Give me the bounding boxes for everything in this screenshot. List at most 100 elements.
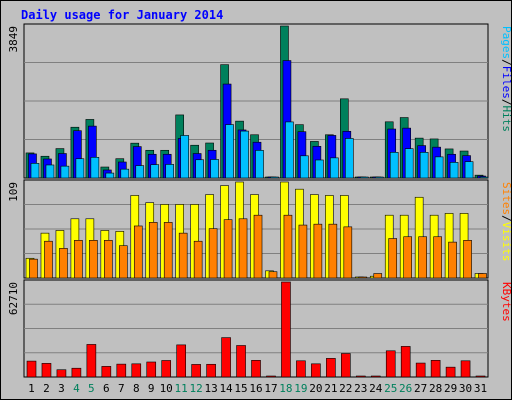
- bar-kbytes-day-19: [296, 360, 306, 378]
- bar-pages-day-27: [419, 152, 429, 179]
- bar-sites-day-24: [373, 273, 383, 279]
- bar-kbytes-day-7: [116, 363, 127, 378]
- x-tick-label-day-3: 3: [58, 382, 65, 395]
- bar-sites-day-30: [463, 240, 472, 279]
- x-tick-label-day-13: 13: [204, 382, 217, 395]
- bar-sites-day-16: [253, 214, 263, 279]
- bar-sites-day-29: [448, 241, 457, 279]
- bar-pages-day-8: [135, 165, 145, 179]
- legend-hits: Hits: [500, 106, 512, 133]
- panel-3: 62710 KBytes: [7, 279, 512, 378]
- side-legend: Sites/Visits: [500, 182, 512, 262]
- y-max-label: 109: [7, 182, 20, 202]
- x-tick-label-day-30: 30: [459, 382, 472, 395]
- bar-pages-day-7: [120, 168, 130, 179]
- bar-kbytes-day-3: [56, 369, 67, 378]
- bar-kbytes-day-14: [221, 337, 231, 378]
- bar-kbytes-day-25: [385, 350, 396, 378]
- x-tick-label-day-18: 18: [279, 382, 292, 395]
- x-tick-label-day-29: 29: [444, 382, 457, 395]
- bar-kbytes-day-4: [71, 367, 82, 378]
- x-tick-label-day-19: 19: [294, 382, 307, 395]
- bar-pages-day-13: [210, 159, 219, 179]
- y-max-label: 62710: [7, 282, 20, 315]
- x-tick-label-day-9: 9: [148, 382, 155, 395]
- bar-pages-day-6: [105, 172, 115, 179]
- legend-sites: Sites: [500, 182, 512, 215]
- x-tick-label-day-16: 16: [249, 382, 262, 395]
- bar-sites-day-31: [478, 273, 487, 279]
- bar-kbytes-day-13: [206, 363, 216, 378]
- bar-sites-day-20: [313, 223, 323, 279]
- bar-kbytes-day-30: [460, 360, 471, 378]
- bar-sites-day-22: [343, 226, 353, 279]
- bar-sites-day-21: [328, 223, 338, 279]
- bar-kbytes-day-1: [26, 360, 37, 378]
- bar-pages-day-16: [255, 150, 264, 179]
- bar-kbytes-day-16: [251, 360, 261, 378]
- bar-kbytes-day-23: [355, 375, 366, 378]
- x-tick-label-day-23: 23: [354, 382, 367, 395]
- bar-kbytes-day-18: [281, 281, 291, 378]
- bar-pages-day-5: [90, 157, 100, 179]
- bar-kbytes-day-27: [415, 362, 426, 378]
- x-tick-label-day-12: 12: [190, 382, 203, 395]
- bar-sites-day-1: [29, 258, 38, 279]
- bar-kbytes-day-10: [161, 360, 172, 378]
- bar-pages-day-22: [345, 138, 354, 179]
- x-tick-label-day-2: 2: [43, 382, 50, 395]
- bar-pages-day-30: [464, 161, 474, 179]
- bar-kbytes-day-26: [400, 346, 411, 378]
- panel-1: 3849 Pages/Files/Hits: [7, 23, 512, 179]
- bar-sites-day-10: [163, 222, 173, 279]
- x-tick-label-day-6: 6: [103, 382, 110, 395]
- bar-kbytes-day-20: [311, 363, 321, 378]
- legend-kbytes: KBytes: [500, 282, 512, 322]
- x-tick-label-day-31: 31: [474, 382, 487, 395]
- bar-pages-day-20: [315, 159, 324, 179]
- bar-sites-day-5: [89, 240, 98, 279]
- bar-kbytes-day-8: [131, 363, 142, 378]
- bar-pages-day-24: [374, 176, 384, 179]
- bar-sites-day-2: [44, 240, 53, 279]
- x-tick-label-day-26: 26: [399, 382, 412, 395]
- bar-sites-day-11: [178, 232, 188, 279]
- chart-title: Daily usage for January 2014: [21, 8, 223, 22]
- x-tick-label-day-21: 21: [324, 382, 337, 395]
- x-tick-label-day-24: 24: [369, 382, 383, 395]
- side-legend: KBytes: [500, 282, 512, 322]
- x-tick-label-day-4: 4: [73, 382, 80, 395]
- x-tick-label-day-1: 1: [28, 382, 35, 395]
- bar-pages-day-2: [45, 164, 55, 179]
- x-tick-label-day-8: 8: [133, 382, 140, 395]
- legend-separator: /: [500, 99, 512, 106]
- x-tick-label-day-11: 11: [175, 382, 188, 395]
- bar-kbytes-day-5: [86, 344, 97, 378]
- bar-pages-day-17: [270, 176, 279, 179]
- x-tick-label-day-14: 14: [219, 382, 233, 395]
- x-tick-label-day-22: 22: [339, 382, 352, 395]
- bar-pages-day-9: [150, 164, 160, 179]
- bar-sites-day-19: [298, 224, 308, 279]
- bar-pages-day-1: [30, 163, 40, 179]
- bar-pages-day-23: [359, 176, 369, 179]
- legend-pages: Pages: [500, 26, 512, 59]
- x-tick-label-day-7: 7: [118, 382, 125, 395]
- bar-sites-day-17: [268, 271, 278, 279]
- bar-pages-day-4: [75, 158, 85, 179]
- bar-sites-day-13: [208, 228, 218, 279]
- bar-pages-day-19: [300, 155, 309, 179]
- panel-2: 109 Sites/Visits: [7, 179, 512, 279]
- x-tick-label-day-5: 5: [88, 382, 95, 395]
- x-tick-label-day-15: 15: [234, 382, 247, 395]
- bar-sites-day-12: [193, 240, 203, 279]
- bar-pages-day-18: [285, 121, 294, 179]
- bar-sites-day-28: [433, 236, 442, 279]
- bar-pages-day-25: [389, 152, 399, 179]
- x-tick-label-day-17: 17: [264, 382, 277, 395]
- bar-kbytes-day-2: [41, 363, 52, 378]
- bar-pages-day-11: [180, 135, 189, 179]
- bar-sites-day-6: [104, 240, 113, 279]
- legend-separator: /: [500, 59, 512, 66]
